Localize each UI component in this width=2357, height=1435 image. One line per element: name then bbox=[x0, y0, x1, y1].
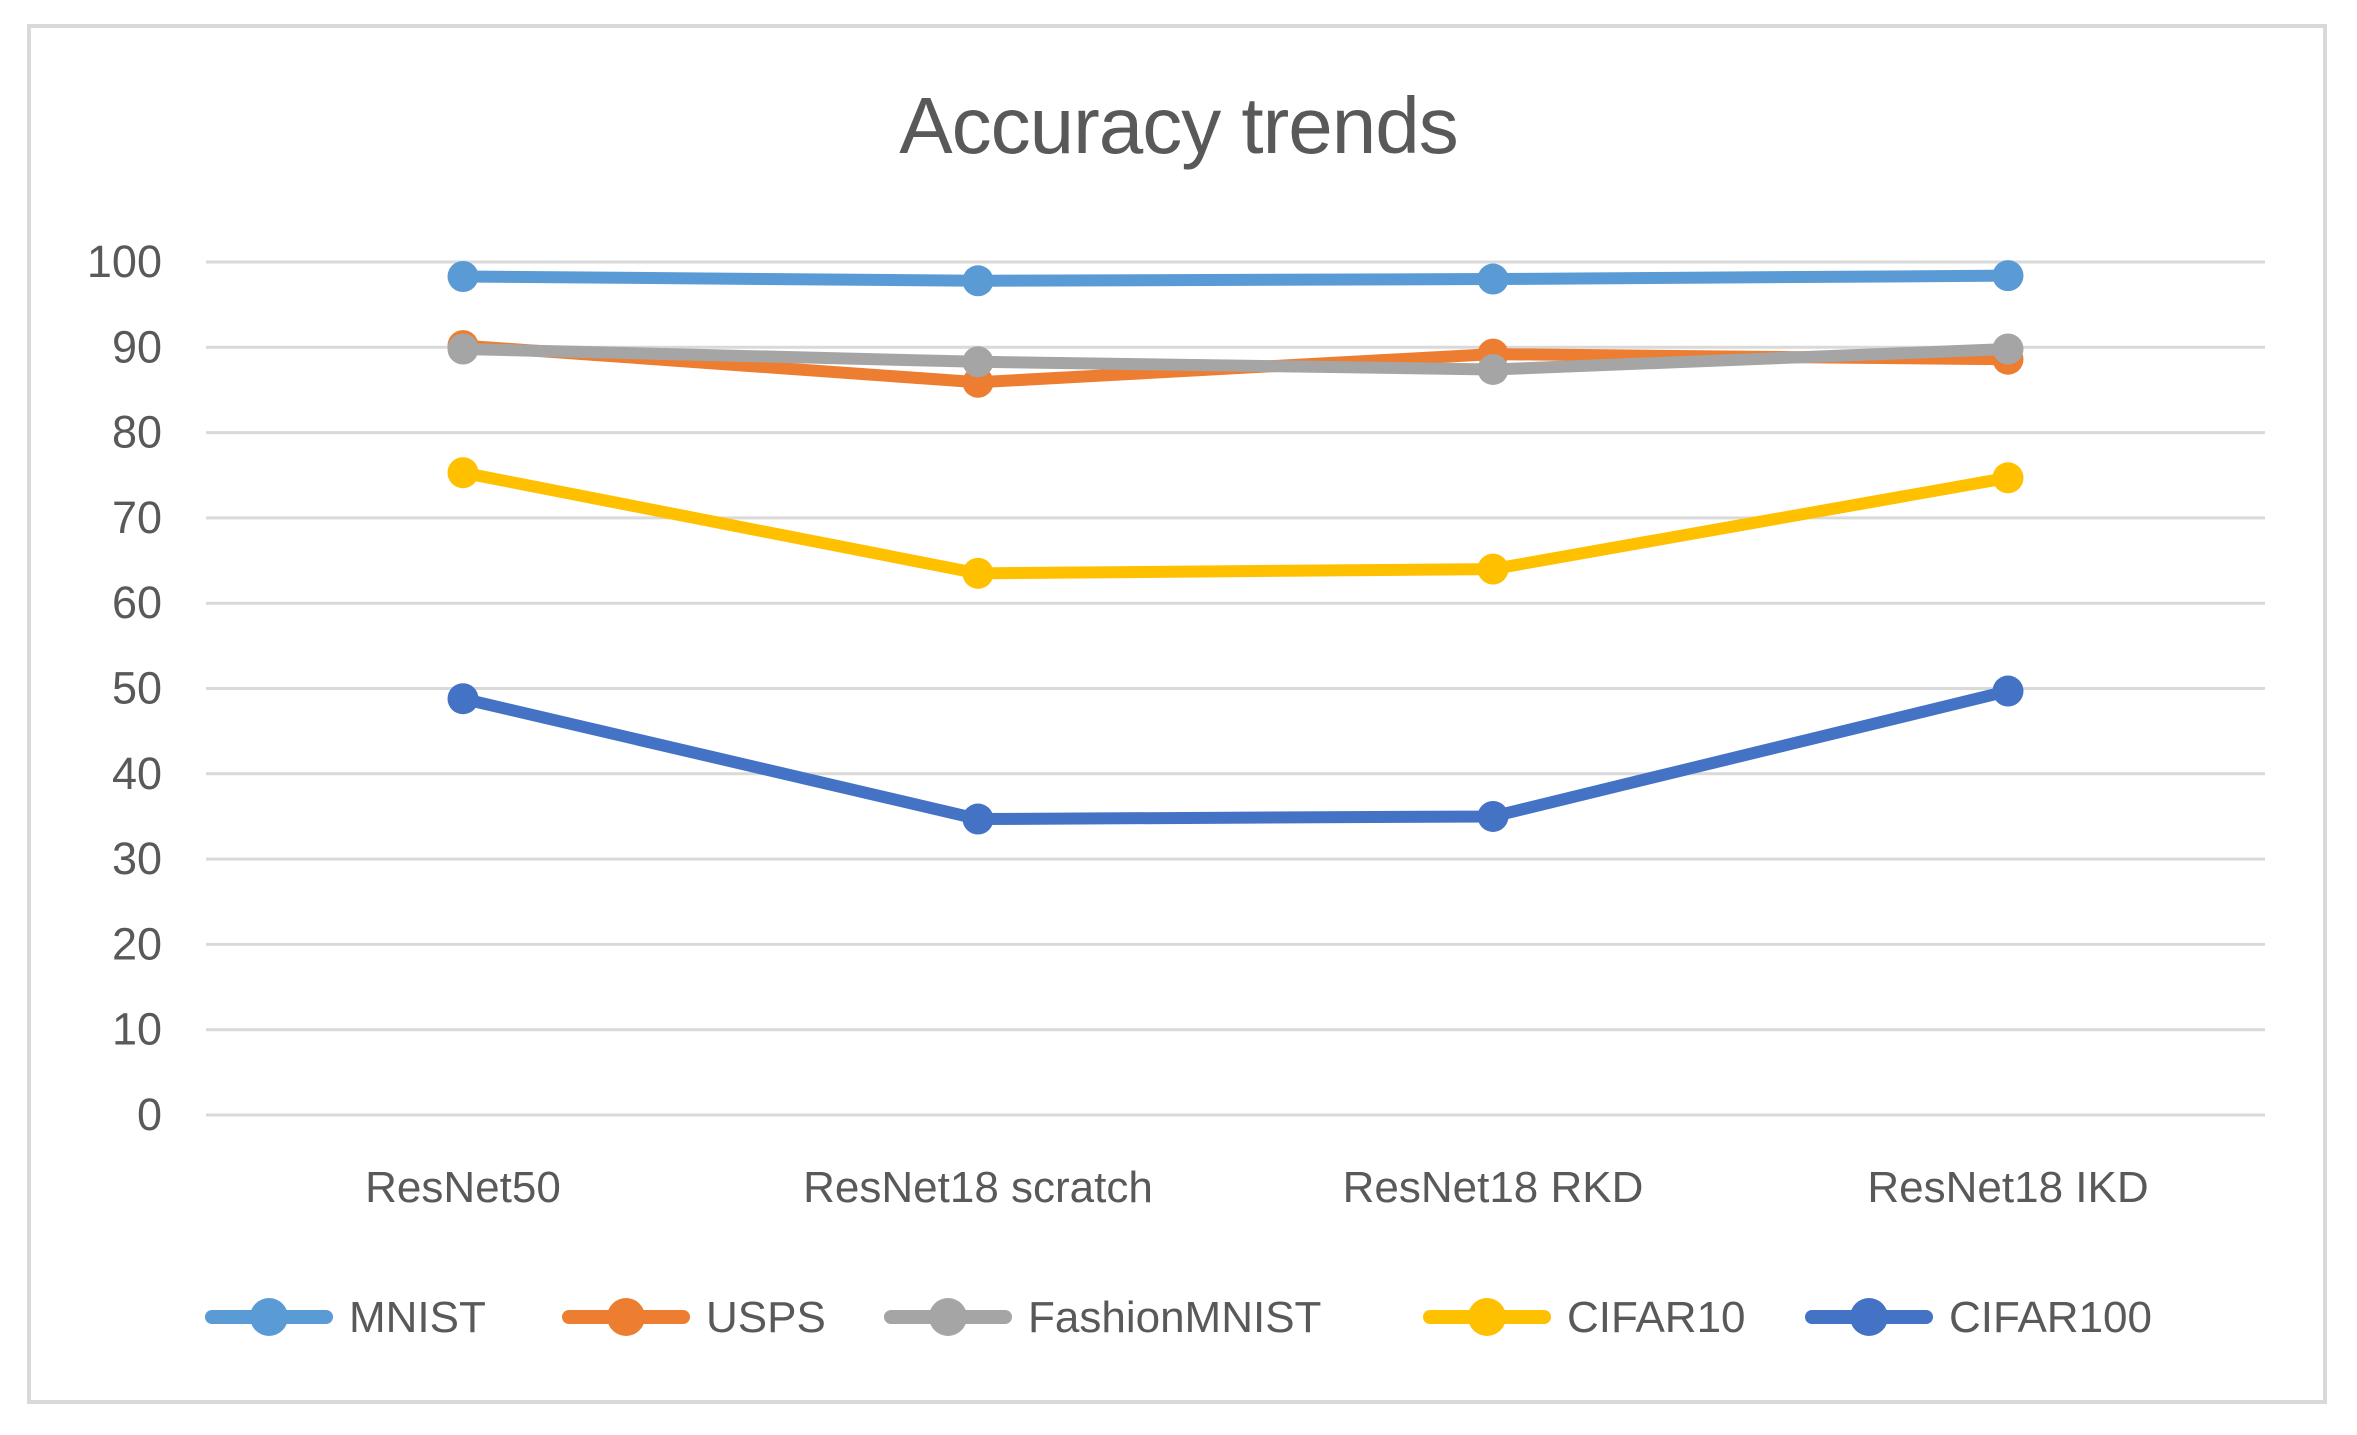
series-marker-MNIST bbox=[1477, 263, 1509, 295]
series-line-FashionMNIST bbox=[457, 343, 2014, 376]
legend-marker-icon bbox=[250, 1298, 288, 1336]
legend-marker-icon bbox=[929, 1298, 967, 1336]
x-category-label: ResNet18 IKD bbox=[1867, 1163, 2148, 1212]
series-marker-CIFAR10 bbox=[447, 457, 479, 489]
series-marker-FashionMNIST bbox=[1477, 353, 1509, 385]
series-marker-MNIST bbox=[962, 265, 994, 297]
series-marker-FashionMNIST bbox=[447, 333, 479, 365]
legend-marker-icon bbox=[1468, 1298, 1506, 1336]
y-tick-label: 40 bbox=[112, 748, 162, 799]
series-line-CIFAR10 bbox=[457, 466, 2014, 580]
series-marker-MNIST bbox=[1992, 260, 2024, 292]
legend-label: USPS bbox=[706, 1293, 826, 1342]
y-tick-label: 70 bbox=[112, 492, 162, 543]
x-category-label: ResNet50 bbox=[365, 1163, 561, 1212]
y-tick-label: 90 bbox=[112, 321, 162, 372]
legend-label: CIFAR100 bbox=[1949, 1293, 2152, 1342]
y-tick-label: 60 bbox=[112, 577, 162, 628]
series-marker-FashionMNIST bbox=[962, 346, 994, 378]
x-category-label: ResNet18 scratch bbox=[803, 1163, 1153, 1212]
legend-label: MNIST bbox=[349, 1293, 486, 1342]
legend-label: CIFAR10 bbox=[1567, 1293, 1746, 1342]
y-tick-label: 50 bbox=[112, 663, 162, 714]
y-tick-label: 100 bbox=[87, 236, 162, 287]
series-marker-FashionMNIST bbox=[1992, 333, 2024, 365]
series-marker-CIFAR100 bbox=[1477, 800, 1509, 832]
y-tick-label: 10 bbox=[112, 1004, 162, 1055]
series-marker-CIFAR100 bbox=[962, 803, 994, 835]
y-tick-label: 30 bbox=[112, 833, 162, 884]
y-tick-label: 20 bbox=[112, 918, 162, 969]
series-marker-CIFAR10 bbox=[1477, 553, 1509, 585]
figure-border bbox=[27, 24, 2327, 1404]
series-marker-MNIST bbox=[447, 261, 479, 293]
chart-title: Accuracy trends bbox=[899, 81, 1459, 170]
legend-label: FashionMNIST bbox=[1028, 1293, 1321, 1342]
legend-marker-icon bbox=[1850, 1298, 1888, 1336]
series-marker-CIFAR10 bbox=[1992, 462, 2024, 494]
series-marker-CIFAR100 bbox=[1992, 675, 2024, 707]
series-marker-CIFAR10 bbox=[962, 557, 994, 589]
series-line-CIFAR100 bbox=[457, 685, 2014, 826]
x-category-label: ResNet18 RKD bbox=[1343, 1163, 1644, 1212]
legend-marker-icon bbox=[607, 1298, 645, 1336]
y-tick-label: 0 bbox=[137, 1089, 162, 1140]
series-line-MNIST bbox=[457, 269, 2014, 287]
y-tick-label: 80 bbox=[112, 407, 162, 458]
series-marker-CIFAR100 bbox=[447, 683, 479, 715]
